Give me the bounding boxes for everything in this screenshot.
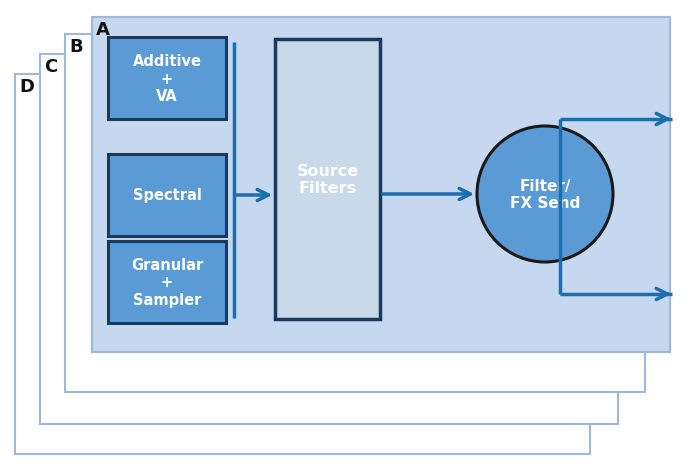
- Text: C: C: [44, 58, 57, 76]
- Bar: [92, 18, 670, 352]
- Bar: [65, 35, 645, 392]
- Text: B: B: [69, 38, 83, 56]
- Text: D: D: [19, 78, 34, 96]
- Bar: [108, 242, 226, 323]
- Bar: [92, 18, 670, 352]
- Text: Source
Filters: Source Filters: [297, 163, 358, 196]
- Bar: [15, 75, 590, 454]
- Ellipse shape: [477, 127, 613, 263]
- Text: Spectral: Spectral: [133, 188, 202, 203]
- Bar: [108, 155, 226, 237]
- Text: Granular
+
Sampler: Granular + Sampler: [131, 257, 203, 307]
- Bar: [108, 38, 226, 120]
- Text: A: A: [96, 21, 110, 39]
- Text: Additive
+
VA: Additive + VA: [133, 54, 202, 104]
- Text: Filter/
FX Send: Filter/ FX Send: [510, 178, 580, 211]
- Bar: [275, 40, 380, 319]
- Bar: [40, 55, 618, 424]
